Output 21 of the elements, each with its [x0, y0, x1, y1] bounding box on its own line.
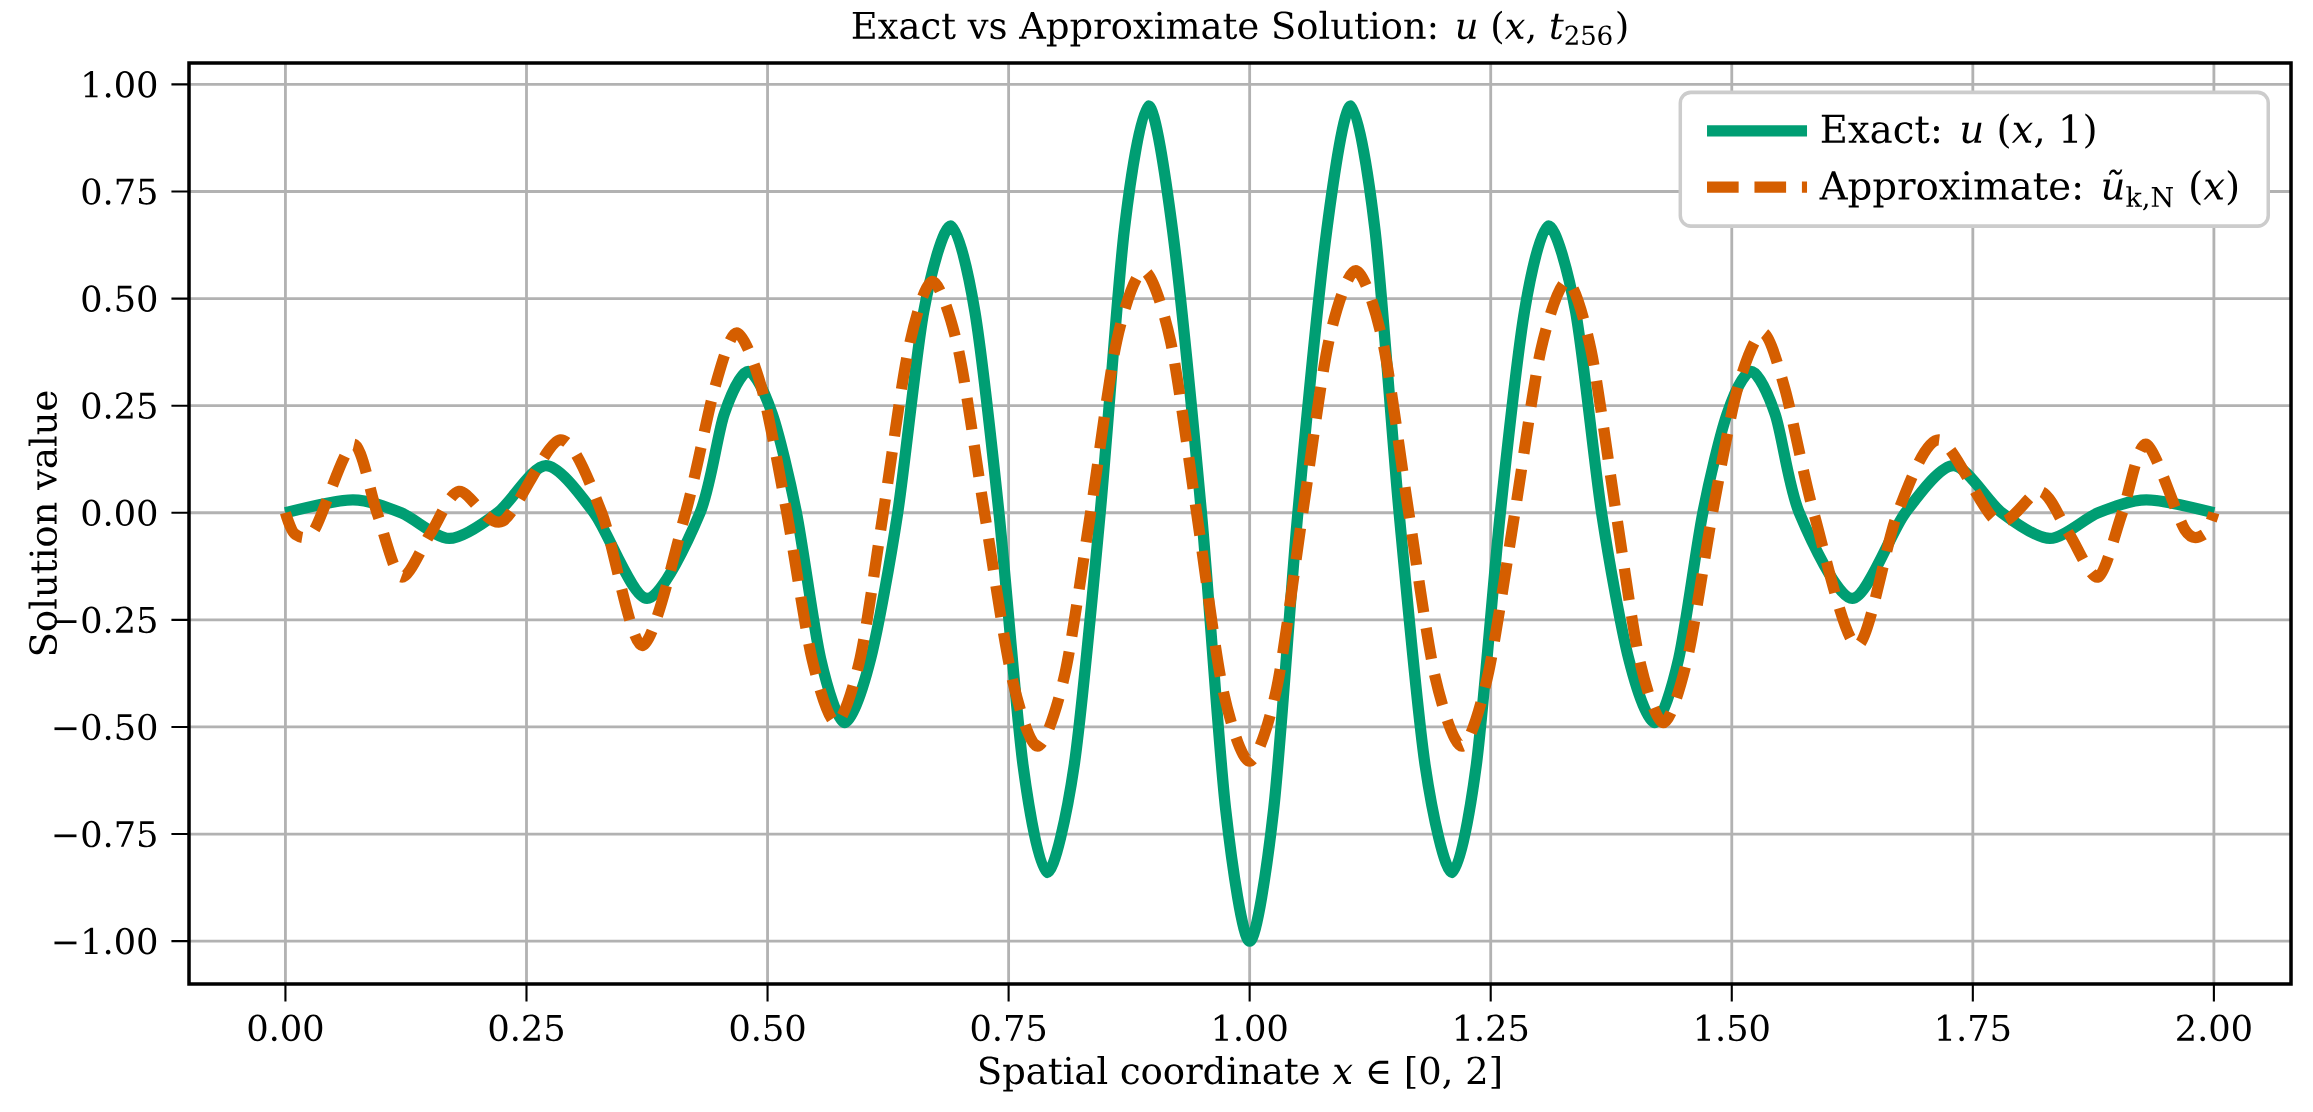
x-axis-title: Spatial coordinate x ∈ [0, 2]	[979, 1055, 1500, 1092]
chart-title: Exact vs Approximate Solution: u (x, t$_{256}$)	[852, 10, 1627, 47]
x-tick-label: 1.50	[1696, 1014, 1769, 1042]
legend-label: Exact: u (x, 1)	[1821, 113, 2095, 149]
x-tick-label: 1.25	[1455, 1014, 1528, 1042]
y-tick-label: −0.75	[54, 820, 156, 848]
legend-label: Approximate: ũ$_{k,N}$ (x)	[1819, 169, 2238, 211]
y-tick-label: −1.00	[54, 927, 157, 955]
y-tick-label: 0.50	[82, 285, 157, 312]
x-tick-label: 0.25	[489, 1014, 563, 1042]
y-tick-label: 0.00	[82, 499, 157, 527]
x-tick-label: 2.00	[2177, 1014, 2251, 1042]
x-tick-label: 0.00	[248, 1014, 323, 1042]
x-tick-label: 1.75	[1938, 1014, 2010, 1042]
x-tick-label: 0.75	[971, 1014, 1046, 1042]
y-tick-label: 1.00	[84, 71, 157, 98]
x-tick-label: 1.00	[1214, 1014, 1287, 1042]
x-tick-label: 0.50	[730, 1014, 805, 1042]
y-tick-label: −0.50	[54, 713, 157, 741]
y-tick-label: 0.25	[82, 392, 156, 419]
y-tick-label: 0.75	[82, 178, 156, 205]
